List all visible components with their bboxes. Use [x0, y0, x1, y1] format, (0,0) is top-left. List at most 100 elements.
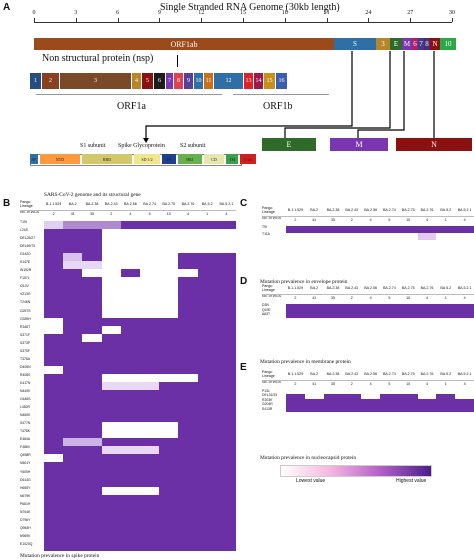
lineage-name: BA.2.75	[162, 202, 176, 206]
wgs-count: 2	[294, 296, 297, 300]
wgs-count: 4	[369, 218, 372, 222]
panel-e-letter: E	[240, 362, 247, 373]
wgs-count: 4	[186, 212, 189, 216]
heatmap-cell	[304, 394, 324, 399]
lineage-name: BA.2.43	[104, 202, 118, 206]
panel-a-caption: SARS-CoV-2 genome and its structural gen…	[44, 192, 141, 198]
n-gene-label: N	[431, 140, 437, 149]
lineage-name: BA.5.2	[440, 372, 452, 376]
lineage-name: BA.2	[310, 372, 319, 376]
heatmap-cell	[101, 446, 160, 455]
wgs-count: 4	[463, 218, 466, 222]
nsp-arrow-line	[177, 55, 178, 67]
wgs-count: 5	[388, 382, 391, 386]
mutation-label: N460K	[20, 413, 31, 418]
legend-high-label: Highest value	[396, 478, 427, 484]
wgs-count: 4	[425, 218, 428, 222]
heatmap-cell	[323, 233, 380, 240]
lineage-name: BA.2.76	[420, 372, 434, 376]
spike-domain-rbd: RBD	[82, 154, 132, 164]
heatmap-cell	[361, 394, 380, 399]
lineage-name: BA.2.75	[401, 372, 415, 376]
heatmap-cell	[44, 317, 64, 326]
mutation-label: R203K	[262, 397, 273, 402]
mutation-label: S413R	[262, 406, 273, 411]
m-gene-label: M	[355, 140, 363, 149]
color-legend-bar	[280, 465, 432, 477]
spike-domain-cd: CD	[204, 154, 224, 164]
structural-gene-N: N	[430, 38, 440, 50]
heatmap-cell	[101, 373, 198, 382]
wgs-count: 4	[425, 296, 428, 300]
wgs-count: 4	[225, 212, 228, 216]
lineage-name: BA.5.2	[440, 208, 452, 212]
wgs-count: 35	[330, 382, 335, 386]
wgs-count: 2	[294, 218, 297, 222]
heatmap-cell	[63, 261, 102, 270]
lineage-name: BA.2.56	[364, 208, 377, 212]
lineage-name: BA.2.74	[143, 202, 156, 206]
heatmap-cell	[417, 233, 437, 240]
wgs-count: 4	[129, 212, 132, 216]
mutation-label: W152R	[20, 268, 32, 273]
wgs-count: 5	[148, 212, 151, 216]
mutation-label: D614G	[20, 477, 31, 482]
lineage-name: BA.2.76	[420, 208, 434, 212]
spike-domain-sp: SP	[30, 154, 38, 164]
pango-lineage-label: Pango Lineage	[20, 200, 33, 208]
heatmap-cell	[101, 301, 179, 310]
lineage-name: BA.2.56	[364, 286, 377, 290]
wgs-count: 1	[444, 296, 447, 300]
mutation-label: R408S	[20, 372, 31, 377]
s2-subunit-label: S2 subunit	[180, 143, 206, 149]
mutation-label: K417N	[20, 380, 31, 385]
spike-domain-tm: TM	[226, 154, 238, 164]
heatmap-cell	[101, 253, 179, 262]
panel-a-letter: A	[3, 2, 11, 13]
heatmap-cell	[101, 285, 179, 294]
pango-lineage-label: Pango Lineage	[262, 206, 275, 214]
wgs-count: 41	[312, 382, 317, 386]
mutation-label: D405N	[20, 364, 31, 369]
e-gene-label: E	[286, 140, 292, 149]
heatmap-cell	[82, 333, 102, 342]
mutation-label: G257S	[20, 308, 31, 313]
mutation-label: Q498R	[20, 453, 31, 458]
lineage-name: B.1.1.529	[287, 208, 304, 212]
nsp-16: 16	[276, 73, 287, 89]
nsp-13: 13	[244, 73, 253, 89]
header-divider	[262, 216, 474, 217]
n-gene-box: N	[396, 138, 472, 151]
wgs-count: 4	[369, 296, 372, 300]
heatmap-cell	[63, 438, 102, 447]
mutation-label: F486V	[20, 445, 30, 450]
mutation-label: N764K	[20, 509, 31, 514]
mutation-label: L24S	[20, 228, 28, 233]
nsp-10: 10	[194, 73, 203, 89]
nsp-2: 2	[42, 73, 59, 89]
genome-tick-mark	[368, 18, 370, 22]
mutation-label: Y505H	[20, 469, 31, 474]
structural-gene-M: M	[402, 38, 412, 50]
s1-subunit-label: S1 subunit	[80, 143, 106, 149]
genome-tick-mark	[326, 18, 328, 22]
wgs-count: 2	[110, 212, 113, 216]
wgs-label: No. of WGS	[262, 216, 282, 220]
mutation-label: F157L	[20, 276, 30, 281]
structural-gene-6: 6	[412, 38, 418, 50]
mutation-label: V213G	[20, 292, 31, 297]
panel-d-letter: D	[240, 276, 248, 287]
heatmap-cell	[286, 233, 305, 240]
nsp-1: 1	[30, 73, 41, 89]
genome-tick-label: 30	[449, 10, 455, 16]
lineage-name: BA.5.2.1	[457, 286, 472, 290]
spike-label: Spike Glycoprotein	[118, 143, 165, 149]
lineage-name: BA.2.56	[364, 372, 377, 376]
lineage-name: BA.2.74	[383, 208, 396, 212]
wgs-count: 1	[444, 218, 447, 222]
panel-c-caption: Mutation prevalence in envelope protein	[260, 279, 348, 285]
panel-b-letter: B	[3, 198, 11, 209]
mutation-label: S375F	[20, 348, 30, 353]
nsp-15: 15	[264, 73, 275, 89]
mutation-label: G142D	[20, 252, 31, 257]
